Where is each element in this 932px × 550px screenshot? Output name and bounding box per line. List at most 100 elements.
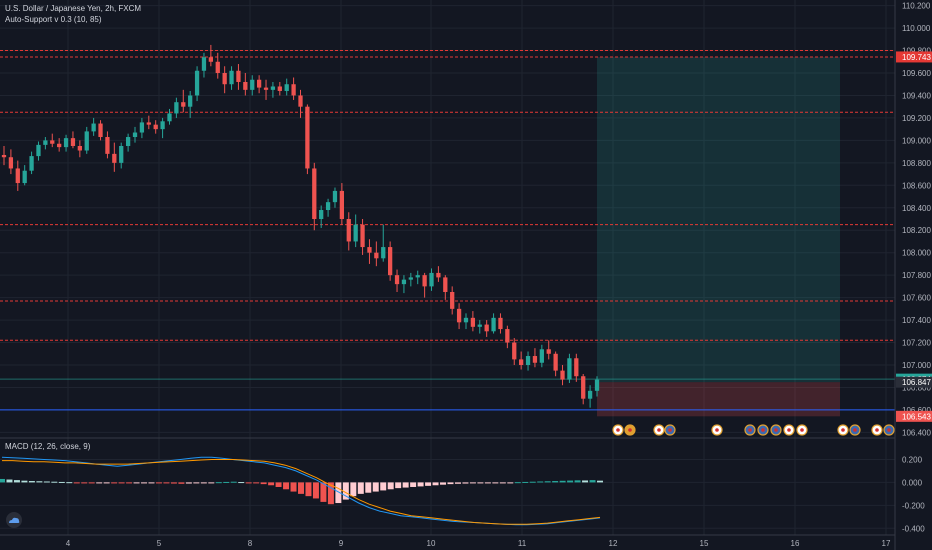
macd-histogram-bar bbox=[484, 482, 491, 484]
macd-histogram-bar bbox=[454, 482, 461, 484]
candle-body bbox=[312, 168, 317, 219]
profit-zone[interactable] bbox=[597, 56, 840, 383]
event-flag-icon[interactable] bbox=[871, 424, 883, 436]
time-tick-label: 16 bbox=[791, 539, 800, 548]
candle-body bbox=[443, 277, 448, 292]
candle-body bbox=[229, 70, 234, 85]
macd-axis[interactable]: 0.200 0.000 -0.200 -0.400 bbox=[902, 455, 925, 533]
event-flag-icon[interactable] bbox=[883, 424, 895, 436]
candle bbox=[505, 325, 510, 349]
time-tick-label: 12 bbox=[609, 539, 618, 548]
candle-body bbox=[194, 70, 200, 96]
macd-histogram-bar bbox=[529, 481, 536, 483]
candle-body bbox=[532, 356, 538, 363]
price-tick-label: 109.400 bbox=[902, 91, 931, 100]
price-tick-label: 106.400 bbox=[902, 428, 931, 437]
macd-histogram-bar bbox=[283, 482, 290, 490]
event-flag-icon[interactable] bbox=[757, 424, 769, 436]
candle-body bbox=[553, 353, 558, 371]
macd-histogram-bar bbox=[507, 482, 514, 484]
candle-body bbox=[1, 154, 7, 158]
candle-body bbox=[325, 202, 331, 211]
macd-histogram-bar bbox=[126, 482, 133, 484]
event-flag-icon[interactable] bbox=[770, 424, 782, 436]
candle-body bbox=[119, 146, 124, 163]
macd-histogram-bar bbox=[58, 481, 65, 483]
candle-body bbox=[112, 153, 117, 163]
time-axis[interactable]: 4 5 8 9 10 11 12 15 16 17 bbox=[66, 539, 891, 548]
macd-histogram-bar bbox=[552, 481, 559, 483]
time-tick-label: 11 bbox=[518, 539, 527, 548]
candle-body bbox=[91, 123, 96, 132]
candle-body bbox=[484, 324, 489, 332]
macd-histogram-bar bbox=[253, 482, 260, 484]
event-flag-icon[interactable] bbox=[783, 424, 795, 436]
event-flag-icon[interactable] bbox=[612, 424, 624, 436]
candle-body bbox=[470, 317, 476, 327]
macd-histogram-bar bbox=[28, 481, 35, 483]
candle bbox=[50, 133, 55, 148]
stop-loss-zone[interactable] bbox=[597, 382, 840, 417]
macd-histogram-bar bbox=[365, 482, 372, 493]
candle bbox=[22, 165, 27, 186]
candle bbox=[63, 134, 69, 152]
macd-title[interactable]: MACD (12, 26, close, 9) bbox=[5, 442, 91, 451]
economic-events[interactable] bbox=[612, 424, 895, 436]
event-flag-icon[interactable] bbox=[849, 424, 861, 436]
indicator-title[interactable]: Auto-Support v 0.3 (10, 85) bbox=[5, 15, 102, 24]
tradingview-logo-icon[interactable] bbox=[6, 512, 22, 528]
candles bbox=[1, 44, 600, 408]
event-flag-icon[interactable] bbox=[744, 424, 756, 436]
candle-body bbox=[525, 356, 531, 365]
candle-body bbox=[256, 79, 262, 88]
event-flag-icon[interactable] bbox=[664, 424, 676, 436]
candle bbox=[319, 205, 324, 228]
event-flag-icon[interactable] bbox=[653, 424, 665, 436]
macd-histogram-bar bbox=[275, 482, 282, 487]
symbol-title[interactable]: U.S. Dollar / Japanese Yen, 2h, FXCM bbox=[5, 4, 142, 13]
candle-body bbox=[519, 359, 524, 365]
macd-histogram-bar bbox=[238, 482, 245, 484]
candle bbox=[532, 348, 538, 368]
candle bbox=[181, 89, 186, 113]
candle bbox=[222, 66, 227, 94]
candle-body bbox=[574, 358, 579, 377]
candle-body bbox=[50, 140, 55, 144]
candle-body bbox=[43, 140, 48, 145]
event-flag-icon[interactable] bbox=[796, 424, 808, 436]
macd-histogram-bar bbox=[170, 482, 177, 484]
event-flag-icon[interactable] bbox=[837, 424, 849, 436]
macd-histogram-bar bbox=[327, 482, 334, 505]
candle bbox=[443, 275, 448, 300]
macd-histogram-bar bbox=[477, 482, 484, 484]
price-tick-label: 108.800 bbox=[902, 159, 931, 168]
candle bbox=[105, 131, 110, 159]
price-axis[interactable]: 110.200 110.000 109.800 109.600 109.400 109.2… bbox=[896, 2, 932, 438]
macd-histogram-bar bbox=[163, 482, 170, 484]
time-tick-label: 10 bbox=[427, 539, 436, 548]
price-tick-label: 110.200 bbox=[902, 2, 931, 11]
macd-histogram-bar bbox=[395, 482, 402, 489]
event-flag-icon[interactable] bbox=[624, 424, 636, 436]
macd-histogram-bar bbox=[200, 482, 207, 484]
candle-body bbox=[436, 272, 441, 278]
candle bbox=[29, 151, 34, 175]
macd-histogram-bar bbox=[589, 480, 596, 483]
candle bbox=[388, 241, 393, 281]
candle-body bbox=[429, 272, 434, 287]
candle bbox=[470, 311, 476, 332]
macd-histogram-bar bbox=[492, 482, 499, 484]
event-flag-icon[interactable] bbox=[711, 424, 723, 436]
macd-histogram-bar bbox=[118, 482, 125, 484]
candle-body bbox=[498, 317, 503, 330]
candle-body bbox=[174, 102, 179, 114]
macd-histogram-bar bbox=[21, 480, 28, 483]
candle-body bbox=[491, 317, 496, 332]
candle bbox=[560, 365, 565, 386]
candle-body bbox=[291, 84, 296, 96]
candle bbox=[401, 275, 407, 294]
macd-histogram-bar bbox=[514, 482, 521, 484]
candle bbox=[436, 266, 441, 282]
candle-body bbox=[63, 138, 69, 148]
